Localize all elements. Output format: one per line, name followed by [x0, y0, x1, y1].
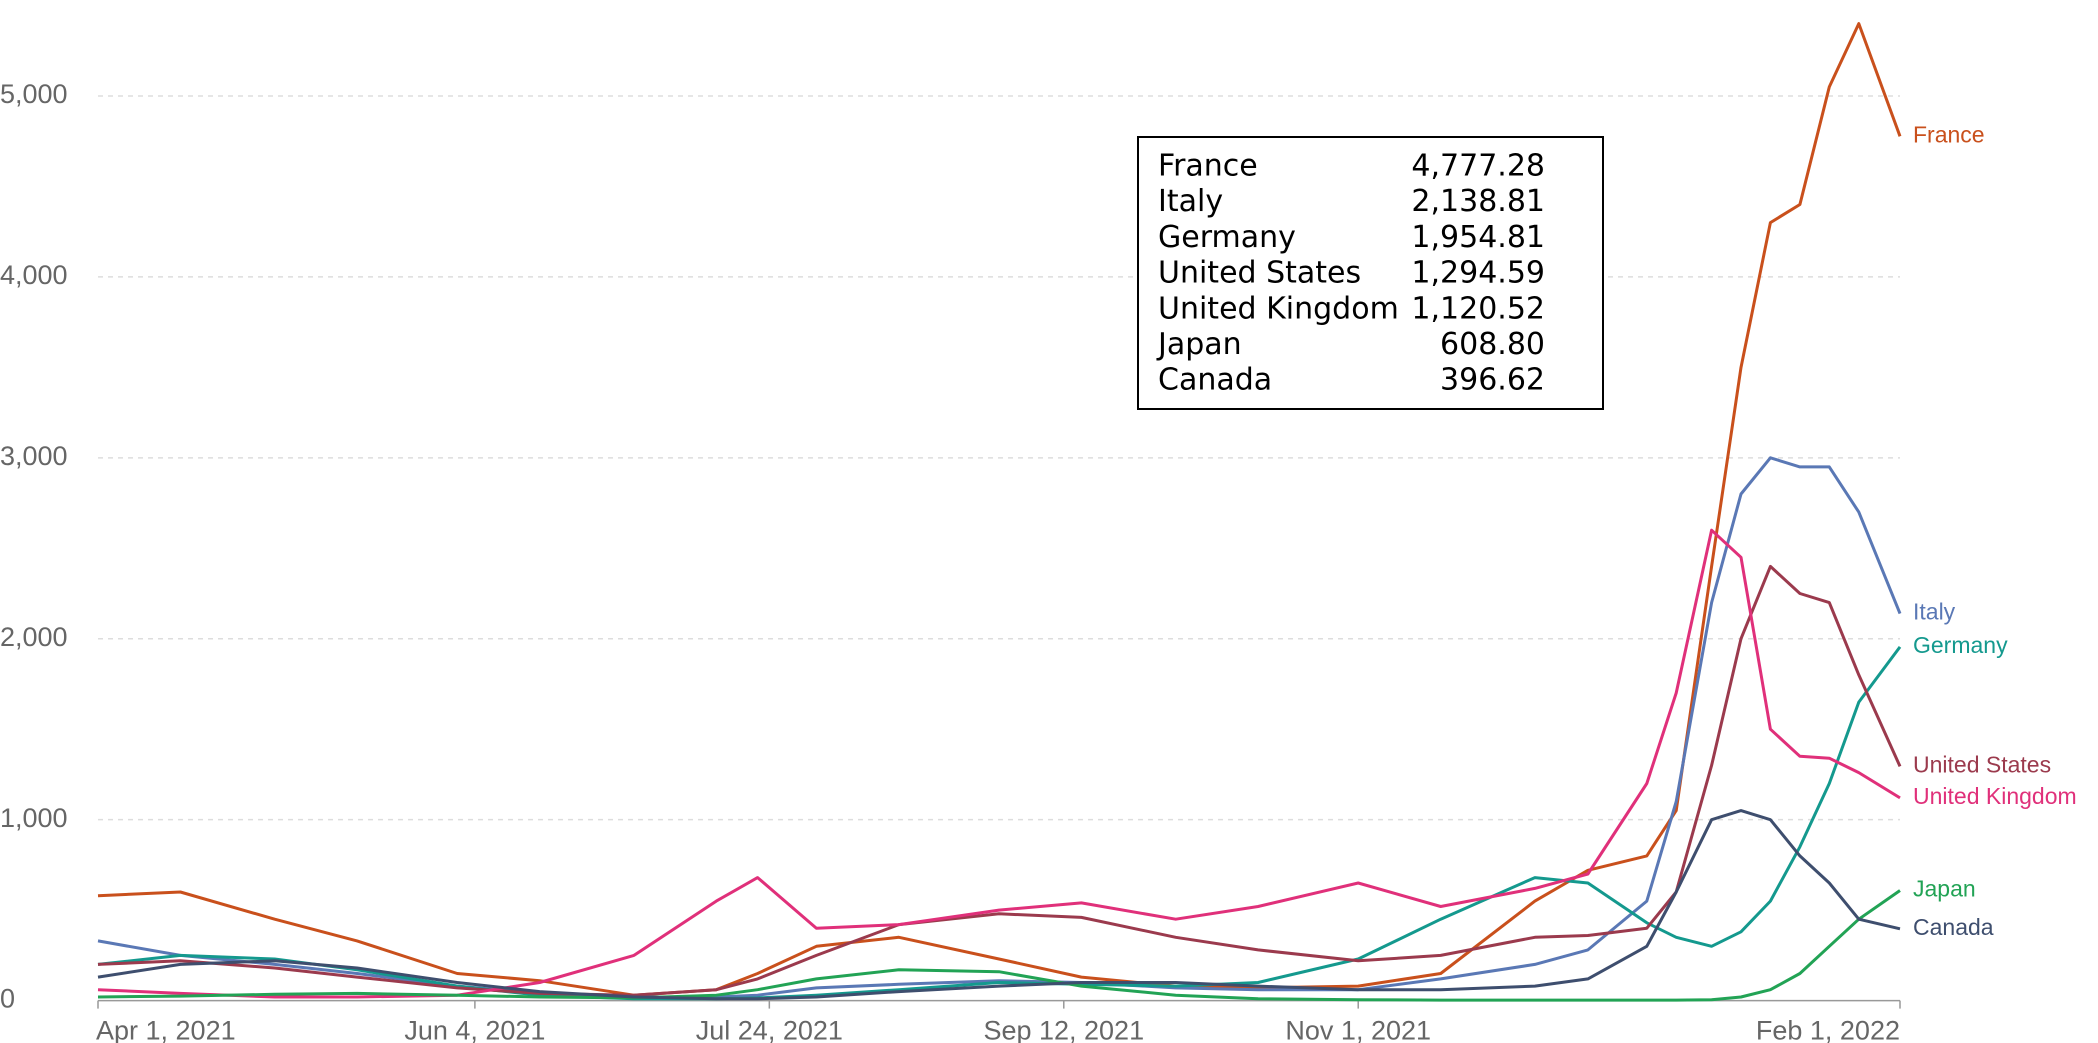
tooltip-name: Canada: [1158, 363, 1272, 398]
x-tick-label: Jun 4, 2021: [404, 1016, 545, 1043]
tooltip-value: 608.80: [1440, 327, 1545, 362]
tooltip-value: 2,138.81: [1411, 184, 1545, 219]
y-tick-label: 5,000: [0, 79, 68, 109]
series-line: [97, 809, 1901, 1001]
series-end-label: France: [1913, 121, 1985, 147]
tooltip-name: Germany: [1158, 220, 1296, 255]
tooltip-name: France: [1158, 149, 1258, 184]
series-end-label: United States: [1913, 751, 2051, 777]
series-end-label: Italy: [1913, 599, 1956, 625]
tooltip-value: 4,777.28: [1411, 149, 1545, 184]
tooltip-name: United States: [1158, 256, 1361, 291]
series-line: [97, 889, 1901, 1002]
x-tick-label: Sep 12, 2021: [983, 1016, 1144, 1043]
tooltip-value: 1,954.81: [1411, 220, 1545, 255]
series-line: [97, 564, 1902, 997]
tooltip-value: 1,120.52: [1411, 291, 1545, 326]
x-tick-label: Jul 24, 2021: [696, 1016, 843, 1043]
series-end-label: United Kingdom: [1913, 783, 2077, 809]
y-tick-label: 2,000: [0, 622, 68, 652]
series-end-label: Canada: [1913, 914, 1994, 940]
tooltip-value: 1,294.59: [1411, 256, 1545, 291]
y-tick-label: 1,000: [0, 803, 68, 833]
series-line: [97, 456, 1902, 999]
y-tick-label: 0: [0, 984, 15, 1014]
x-tick-label: Apr 1, 2021: [96, 1016, 236, 1043]
series-line: [97, 528, 1901, 999]
tooltip-value: 396.62: [1440, 363, 1545, 398]
x-tick-label: Feb 1, 2022: [1756, 1016, 1900, 1043]
series-end-label: Germany: [1913, 632, 2008, 658]
tooltip-name: Japan: [1156, 327, 1242, 362]
y-tick-label: 3,000: [0, 441, 68, 471]
series-line: [97, 22, 1902, 997]
x-tick-label: Nov 1, 2021: [1285, 1016, 1431, 1043]
tooltip-box: [1137, 136, 1604, 410]
series-end-label: Japan: [1913, 876, 1976, 902]
tooltip-name: United Kingdom: [1158, 291, 1399, 326]
tooltip-name: Italy: [1158, 184, 1223, 219]
y-tick-label: 4,000: [0, 260, 68, 290]
